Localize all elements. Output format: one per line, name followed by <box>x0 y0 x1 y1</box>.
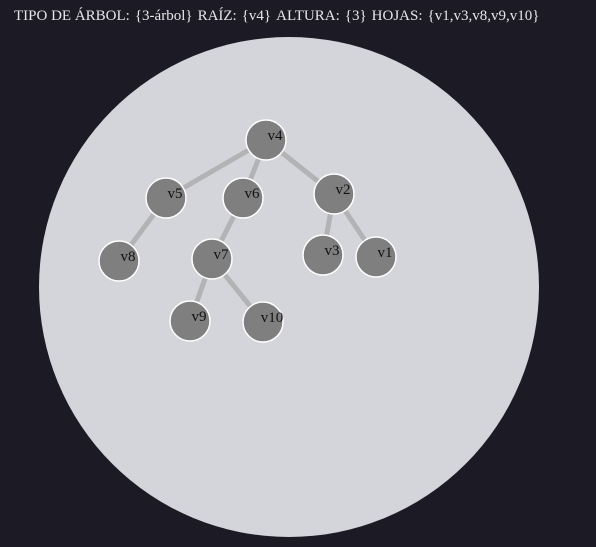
tree-node-v4[interactable]: v4 <box>245 119 287 161</box>
node-label: v6 <box>245 186 261 202</box>
node-circle <box>98 240 140 282</box>
height-value: {3} <box>344 8 367 24</box>
root-label: RAÍZ: <box>197 8 237 24</box>
node-circle <box>245 119 287 161</box>
node-circle <box>242 301 284 343</box>
tree-node-v5[interactable]: v5 <box>145 177 187 219</box>
height-label: ALTURA: <box>276 8 340 24</box>
tree-node-v10[interactable]: v10 <box>242 301 284 343</box>
node-label: v1 <box>378 245 393 261</box>
tree-node-v7[interactable]: v7 <box>191 238 233 280</box>
tree-node-v2[interactable]: v2 <box>313 173 355 215</box>
node-label: v2 <box>336 182 351 198</box>
node-label: v3 <box>325 243 340 259</box>
node-label: v7 <box>214 247 230 263</box>
node-label: v5 <box>168 186 183 202</box>
tree-type-label: TIPO DE ÁRBOL: <box>14 8 130 24</box>
node-circle <box>222 177 264 219</box>
tree-node-v9[interactable]: v9 <box>169 300 211 342</box>
tree-node-v1[interactable]: v1 <box>355 236 397 278</box>
tree-type-value: {3-árbol} <box>134 8 193 24</box>
tree-node-v6[interactable]: v6 <box>222 177 264 219</box>
tree-node-v3[interactable]: v3 <box>302 234 344 276</box>
node-circle <box>169 300 211 342</box>
root-value: {v4} <box>241 8 272 24</box>
node-circle <box>191 238 233 280</box>
tree-summary-header: TIPO DE ÁRBOL: {3-árbol} RAÍZ: {v4} ALTURA:{… <box>14 8 544 25</box>
node-label: v4 <box>268 128 284 144</box>
nodes-layer: v4 v5 v6 v2 v8 v7 v3 v1 v9 v10 <box>98 119 397 343</box>
tree-node-v8[interactable]: v8 <box>98 240 140 282</box>
node-label: v9 <box>192 309 207 325</box>
node-circle <box>302 234 344 276</box>
node-circle <box>313 173 355 215</box>
node-label: v8 <box>121 249 136 265</box>
canvas-circle <box>39 37 539 537</box>
leaves-value: {v1,v3,v8,v9,v10} <box>427 8 540 24</box>
leaves-label: HOJAS: <box>371 8 423 24</box>
node-label: v10 <box>261 310 284 326</box>
node-circle <box>355 236 397 278</box>
node-circle <box>145 177 187 219</box>
